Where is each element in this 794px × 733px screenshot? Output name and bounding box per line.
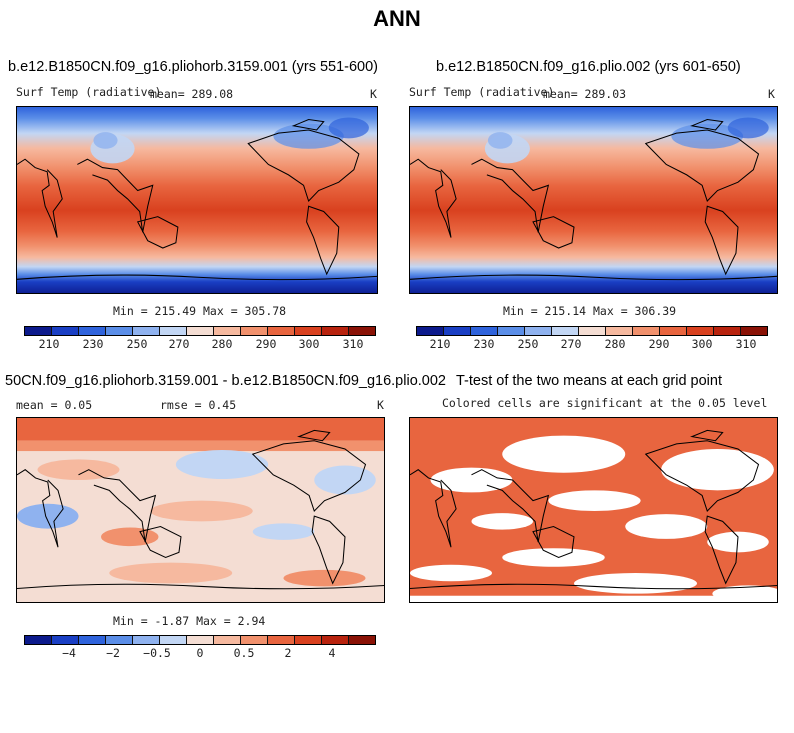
- colorbar-swatch: [133, 636, 160, 644]
- colorbar-swatch: [741, 327, 767, 335]
- panel3-colorbar: [24, 635, 376, 645]
- panel1-minmax: Min = 215.49 Max = 305.78: [113, 304, 287, 318]
- colorbar-swatch: [687, 327, 714, 335]
- colorbar-tick-label: 0.5: [233, 646, 255, 660]
- panel2-map: [409, 106, 778, 294]
- colorbar-tick-label: −0.5: [143, 646, 171, 660]
- colorbar-swatch: [349, 636, 375, 644]
- colorbar-swatch: [214, 636, 241, 644]
- panel1-map-svg: [17, 107, 377, 293]
- colorbar-swatch: [660, 327, 687, 335]
- panel1-mean: mean= 289.08: [150, 87, 234, 101]
- colorbar-tick-label: 230: [473, 337, 495, 351]
- colorbar-swatch: [498, 327, 525, 335]
- colorbar-tick-label: 290: [255, 337, 277, 351]
- colorbar-swatch: [52, 327, 79, 335]
- colorbar-swatch: [160, 636, 187, 644]
- panel3-rmse: rmse = 0.45: [160, 398, 237, 412]
- figure-title: ANN: [373, 6, 421, 31]
- colorbar-tick-label: 210: [38, 337, 60, 351]
- colorbar-swatch: [106, 636, 133, 644]
- panel3-map: [16, 417, 385, 603]
- colorbar-tick-label: 210: [429, 337, 451, 351]
- colorbar-tick-label: −4: [62, 646, 76, 660]
- colorbar-swatch: [349, 327, 375, 335]
- colorbar-swatch: [52, 636, 79, 644]
- panel1-variable: Surf Temp (radiative): [16, 85, 162, 99]
- colorbar-tick-label: 310: [735, 337, 757, 351]
- colorbar-swatch: [187, 636, 214, 644]
- panel1-title: b.e12.B1850CN.f09_g16.pliohorb.3159.001 …: [8, 59, 379, 75]
- panel2-mean: mean= 289.03: [543, 87, 627, 101]
- colorbar-swatch: [25, 327, 52, 335]
- panel3-units: K: [377, 398, 384, 412]
- colorbar-tick-label: −2: [106, 646, 120, 660]
- colorbar-tick-label: 310: [342, 337, 364, 351]
- colorbar-tick-label: 4: [328, 646, 336, 660]
- panel2-variable: Surf Temp (radiative): [409, 85, 555, 99]
- panel3-mean: mean = 0.05: [16, 398, 93, 412]
- colorbar-swatch: [241, 636, 268, 644]
- colorbar-swatch: [295, 327, 322, 335]
- panel3-title: 50CN.f09_g16.pliohorb.3159.001 - b.e12.B…: [5, 373, 446, 389]
- colorbar-tick-label: 280: [211, 337, 233, 351]
- panel2-minmax: Min = 215.14 Max = 306.39: [503, 304, 677, 318]
- colorbar-swatch: [79, 636, 106, 644]
- colorbar-swatch: [606, 327, 633, 335]
- panel1-map: [16, 106, 378, 294]
- panel4-subtitle: Colored cells are significant at the 0.0…: [442, 396, 768, 410]
- colorbar-swatch: [471, 327, 498, 335]
- colorbar-swatch: [214, 327, 241, 335]
- colorbar-swatch: [268, 327, 295, 335]
- colorbar-swatch: [444, 327, 471, 335]
- colorbar-swatch: [322, 327, 349, 335]
- panel3-map-svg: [17, 418, 384, 602]
- colorbar-swatch: [525, 327, 552, 335]
- panel2-title: b.e12.B1850CN.f09_g16.plio.002 (yrs 601-…: [436, 59, 741, 75]
- colorbar-swatch: [552, 327, 579, 335]
- panel4-map-svg: [410, 418, 777, 602]
- panel2-units: K: [768, 87, 775, 101]
- colorbar-swatch: [268, 636, 295, 644]
- colorbar-swatch: [714, 327, 741, 335]
- colorbar-swatch: [295, 636, 322, 644]
- colorbar-tick-label: 300: [691, 337, 713, 351]
- colorbar-swatch: [417, 327, 444, 335]
- colorbar-swatch: [133, 327, 160, 335]
- colorbar-tick-label: 280: [604, 337, 626, 351]
- panel4-map: [409, 417, 778, 603]
- panel3-minmax: Min = -1.87 Max = 2.94: [113, 614, 266, 628]
- colorbar-tick-label: 0: [196, 646, 204, 660]
- panel4-title: T-test of the two means at each grid poi…: [456, 373, 722, 389]
- panel1-colorbar: [24, 326, 376, 336]
- colorbar-tick-label: 250: [517, 337, 539, 351]
- colorbar-tick-label: 230: [82, 337, 104, 351]
- colorbar-swatch: [25, 636, 52, 644]
- colorbar-swatch: [579, 327, 606, 335]
- colorbar-swatch: [187, 327, 214, 335]
- panel1-units: K: [370, 87, 377, 101]
- colorbar-swatch: [79, 327, 106, 335]
- colorbar-tick-label: 270: [168, 337, 190, 351]
- colorbar-swatch: [106, 327, 133, 335]
- colorbar-tick-label: 290: [648, 337, 670, 351]
- colorbar-tick-label: 270: [560, 337, 582, 351]
- colorbar-tick-label: 250: [126, 337, 148, 351]
- colorbar-swatch: [322, 636, 349, 644]
- colorbar-tick-label: 2: [284, 646, 292, 660]
- colorbar-swatch: [160, 327, 187, 335]
- colorbar-swatch: [633, 327, 660, 335]
- colorbar-tick-label: 300: [298, 337, 320, 351]
- panel2-map-svg: [410, 107, 777, 293]
- panel2-colorbar: [416, 326, 768, 336]
- colorbar-swatch: [241, 327, 268, 335]
